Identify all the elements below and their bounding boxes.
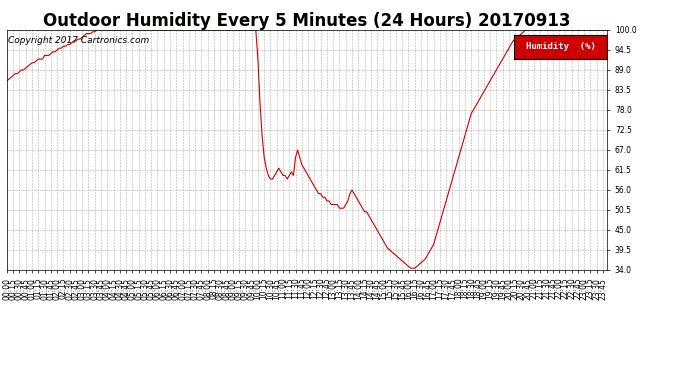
Text: Copyright 2017 Cartronics.com: Copyright 2017 Cartronics.com bbox=[8, 36, 149, 45]
Title: Outdoor Humidity Every 5 Minutes (24 Hours) 20170913: Outdoor Humidity Every 5 Minutes (24 Hou… bbox=[43, 12, 571, 30]
